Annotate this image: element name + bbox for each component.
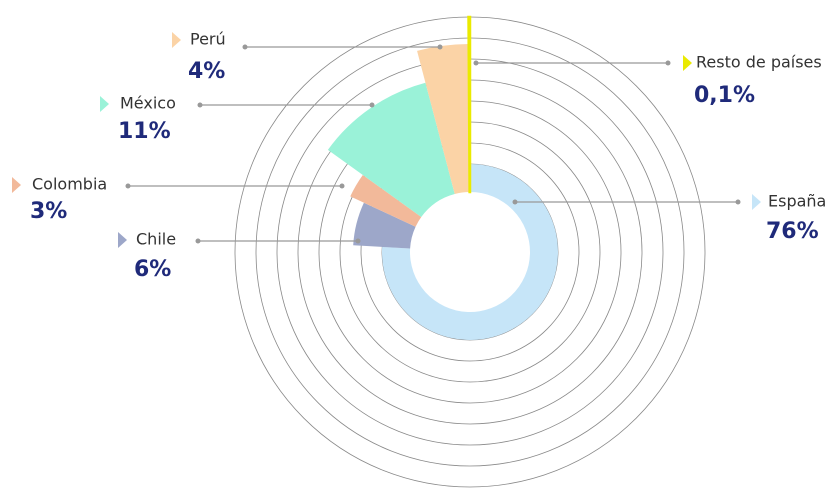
leader-dot bbox=[665, 60, 671, 66]
legend-marker bbox=[683, 55, 692, 71]
leader-dot bbox=[195, 238, 201, 244]
category-label: Resto de países bbox=[696, 53, 822, 72]
category-label: México bbox=[120, 94, 176, 113]
leader-dot bbox=[125, 183, 131, 189]
slice bbox=[353, 202, 416, 249]
legend-marker bbox=[752, 194, 761, 210]
leader-dot bbox=[197, 102, 203, 108]
legend-marker bbox=[172, 32, 181, 48]
value-label: 3% bbox=[30, 199, 67, 224]
leader-dot bbox=[339, 183, 345, 189]
category-label: España bbox=[768, 192, 826, 211]
legend-marker bbox=[100, 96, 109, 112]
leader-dot bbox=[355, 238, 361, 244]
legend-marker bbox=[118, 232, 127, 248]
leader-dot bbox=[512, 199, 518, 205]
value-label: 11% bbox=[118, 119, 171, 144]
slice bbox=[350, 174, 422, 227]
slice bbox=[467, 15, 472, 194]
leader-dot bbox=[242, 44, 248, 50]
category-label: Perú bbox=[190, 30, 226, 49]
value-label: 4% bbox=[188, 59, 225, 84]
legend-marker bbox=[12, 177, 21, 193]
leader-dot bbox=[473, 60, 479, 66]
category-label: Colombia bbox=[32, 175, 107, 194]
value-label: 0,1% bbox=[694, 83, 755, 108]
slice bbox=[417, 44, 470, 194]
leader-dot bbox=[735, 199, 741, 205]
leader-dot bbox=[437, 44, 443, 50]
category-label: Chile bbox=[136, 230, 176, 249]
value-label: 6% bbox=[134, 257, 171, 282]
value-label: 76% bbox=[766, 219, 819, 244]
slice bbox=[382, 164, 559, 340]
leader-dot bbox=[369, 102, 375, 108]
slice bbox=[327, 82, 455, 217]
